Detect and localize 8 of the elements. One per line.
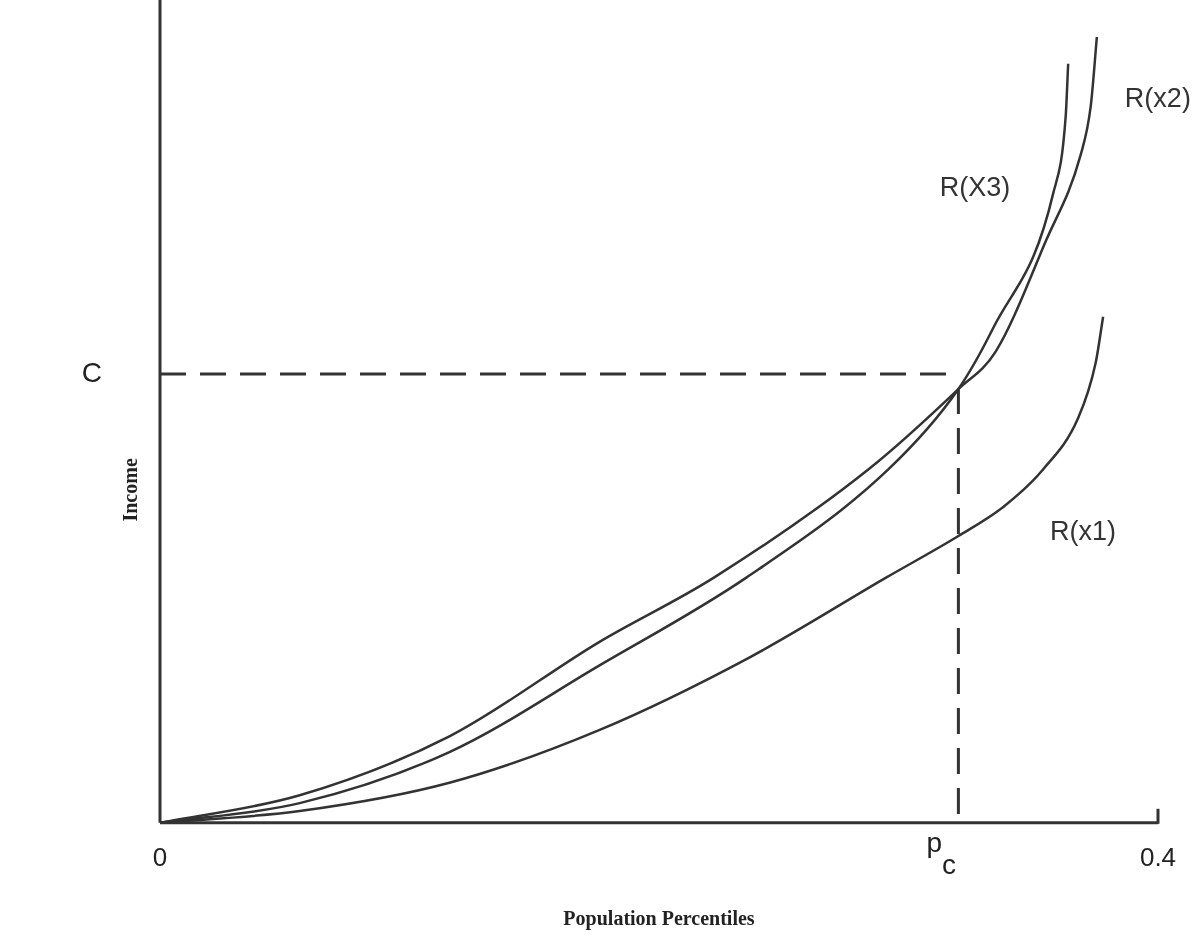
series-label: R(x2) bbox=[1124, 83, 1191, 114]
series-label: R(X3) bbox=[939, 172, 1011, 203]
ref-line-label: C bbox=[81, 356, 102, 388]
x-axis-title: Population Percentiles bbox=[563, 907, 755, 931]
x-tick-label: 0.4 bbox=[1139, 841, 1177, 872]
series-label: R(x1) bbox=[1050, 516, 1117, 547]
x-tick-label: 0 bbox=[152, 841, 168, 872]
y-axis-title: Income bbox=[119, 458, 142, 522]
